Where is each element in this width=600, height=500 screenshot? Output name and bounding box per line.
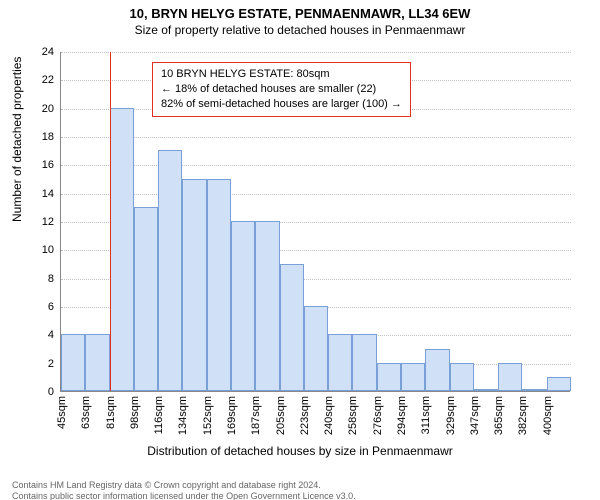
histogram-bar [304, 306, 328, 391]
x-tick-label: 63sqm [80, 396, 92, 429]
y-tick-label: 18 [14, 131, 54, 143]
x-axis-label: Distribution of detached houses by size … [0, 444, 600, 458]
x-tick-label: 223sqm [299, 396, 311, 435]
y-tick-label: 22 [14, 74, 54, 86]
y-tick-label: 10 [14, 244, 54, 256]
footer-line: Contains public sector information licen… [12, 491, 356, 500]
x-tick-label: 258sqm [347, 396, 359, 435]
x-tick-label: 98sqm [129, 396, 141, 429]
x-tick-label: 205sqm [275, 396, 287, 435]
histogram-bar [255, 221, 279, 391]
histogram-bar [498, 363, 522, 391]
x-tick-label: 81sqm [105, 396, 117, 429]
grid-line [61, 52, 571, 53]
plot-area: 10 BRYN HELYG ESTATE: 80sqm ← 18% of det… [60, 52, 570, 392]
x-tick-label: 347sqm [469, 396, 481, 435]
x-tick-label: 365sqm [493, 396, 505, 435]
histogram-bar [182, 179, 206, 392]
histogram-bar [450, 363, 474, 391]
x-tick-label: 294sqm [396, 396, 408, 435]
annotation-box: 10 BRYN HELYG ESTATE: 80sqm ← 18% of det… [152, 62, 411, 117]
histogram-bar [280, 264, 304, 392]
x-tick-label: 311sqm [420, 396, 432, 434]
y-tick-label: 16 [14, 159, 54, 171]
grid-line [61, 137, 571, 138]
x-tick-label: 134sqm [177, 396, 189, 435]
x-tick-label: 152sqm [202, 396, 214, 435]
x-tick-label: 116sqm [153, 396, 165, 434]
annotation-line: 82% of semi-detached houses are larger (… [161, 97, 402, 112]
histogram-bar [207, 179, 231, 392]
reference-line [110, 52, 111, 391]
histogram-bar [547, 377, 571, 391]
histogram-bar [328, 334, 352, 391]
histogram-bar [425, 349, 449, 392]
y-tick-label: 2 [14, 358, 54, 370]
histogram-bar [61, 334, 85, 391]
x-tick-label: 187sqm [250, 396, 262, 435]
x-tick-label: 45sqm [56, 396, 68, 429]
histogram-bar [401, 363, 425, 391]
y-tick-label: 20 [14, 103, 54, 115]
histogram-bar [110, 108, 134, 391]
y-tick-label: 8 [14, 273, 54, 285]
y-tick-label: 4 [14, 329, 54, 341]
histogram-bar [158, 150, 182, 391]
grid-line [61, 194, 571, 195]
page-title: 10, BRYN HELYG ESTATE, PENMAENMAWR, LL34… [0, 6, 600, 21]
y-tick-label: 12 [14, 216, 54, 228]
x-tick-label: 400sqm [542, 396, 554, 435]
y-tick-label: 14 [14, 188, 54, 200]
x-tick-label: 240sqm [323, 396, 335, 435]
histogram-bar [134, 207, 158, 391]
grid-line [61, 165, 571, 166]
histogram-bar [522, 389, 546, 391]
annotation-line: 10 BRYN HELYG ESTATE: 80sqm [161, 67, 402, 82]
footer: Contains HM Land Registry data © Crown c… [12, 480, 356, 500]
x-tick-label: 276sqm [372, 396, 384, 435]
x-tick-label: 169sqm [226, 396, 238, 435]
x-tick-label: 382sqm [517, 396, 529, 435]
histogram-bar [377, 363, 401, 391]
annotation-line: ← 18% of detached houses are smaller (22… [161, 82, 402, 97]
histogram-bar [85, 334, 109, 391]
footer-line: Contains HM Land Registry data © Crown c… [12, 480, 356, 491]
y-tick-label: 24 [14, 46, 54, 58]
histogram-bar [352, 334, 376, 391]
y-tick-label: 6 [14, 301, 54, 313]
histogram-bar [474, 389, 498, 391]
y-tick-label: 0 [14, 386, 54, 398]
page-subtitle: Size of property relative to detached ho… [0, 23, 600, 37]
histogram-bar [231, 221, 255, 391]
x-tick-label: 329sqm [445, 396, 457, 435]
